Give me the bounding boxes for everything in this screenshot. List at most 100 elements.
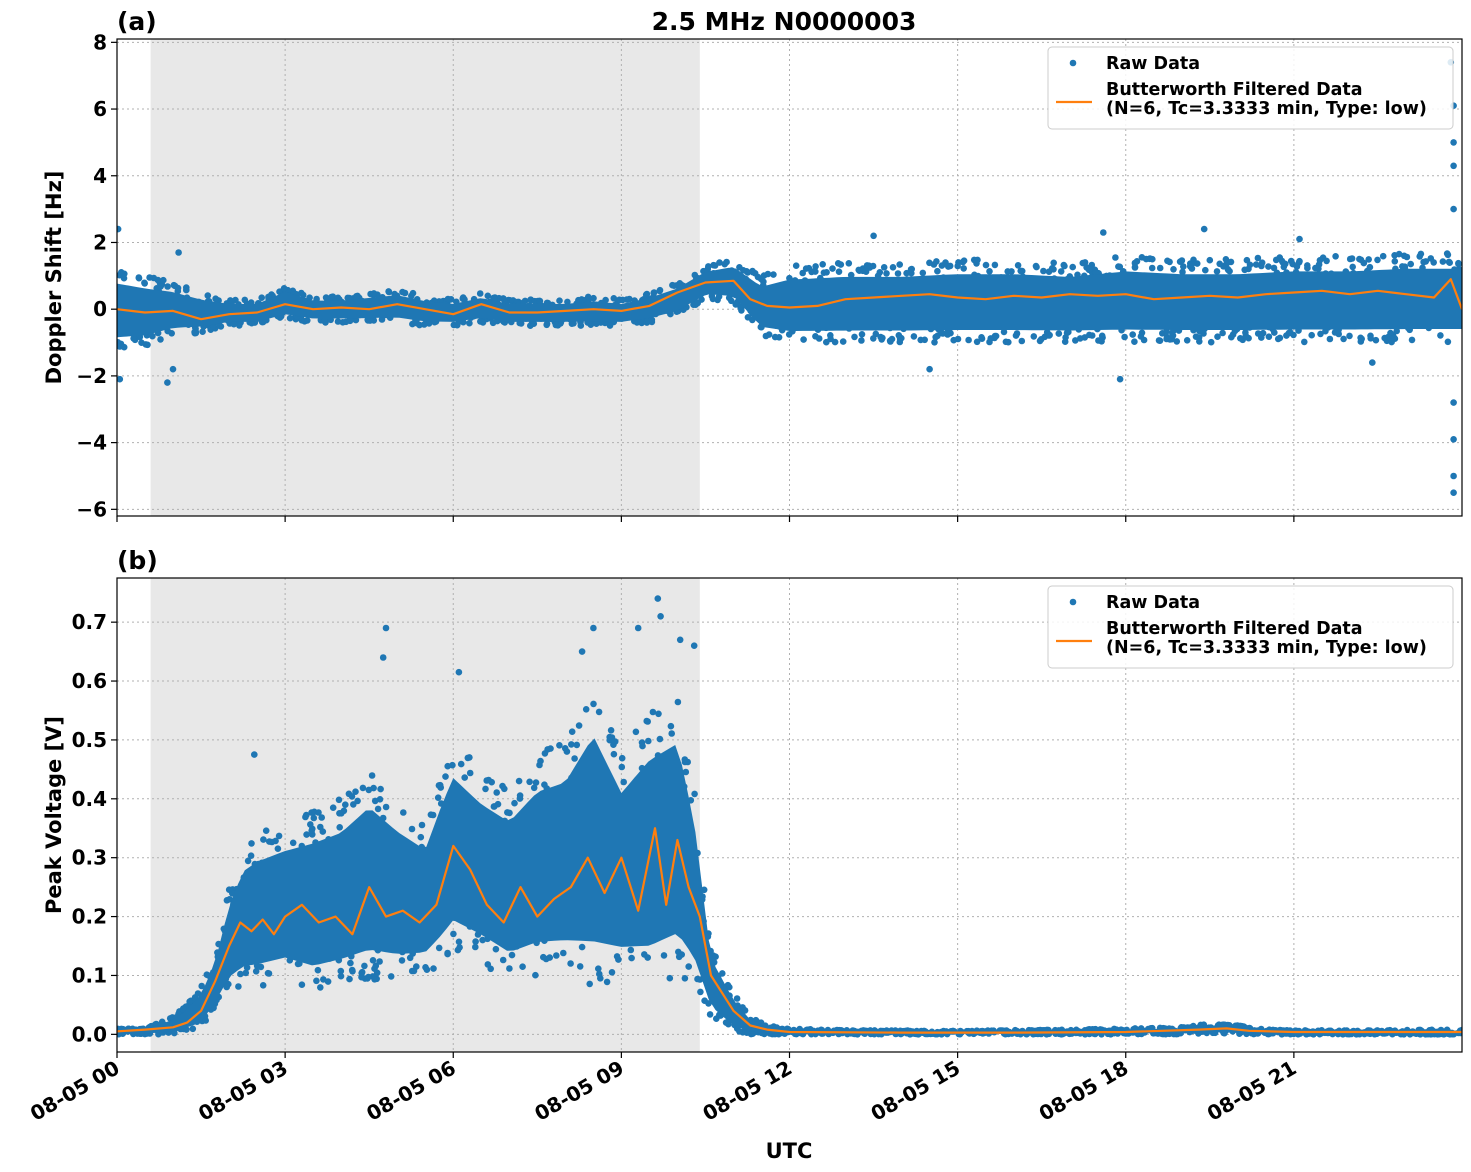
raw-data-point <box>721 260 728 268</box>
raw-data-point <box>595 708 603 716</box>
raw-data-point <box>627 946 635 954</box>
raw-data-point <box>408 292 415 300</box>
raw-data-point <box>611 738 619 745</box>
raw-data-point <box>1216 260 1223 268</box>
raw-data-point <box>1213 268 1221 275</box>
y-tick-label: 0.3 <box>72 846 107 870</box>
raw-data-point <box>275 832 283 840</box>
raw-data-point <box>889 264 897 271</box>
raw-data-point <box>286 314 294 322</box>
raw-data-point <box>442 773 449 780</box>
raw-data-point <box>1246 261 1254 269</box>
raw-data-outlier <box>169 365 177 373</box>
legend-filtered-params: (N=6, Tc=3.3333 min, Type: low) <box>1106 99 1427 119</box>
raw-data-point <box>561 745 569 752</box>
raw-data-point <box>1279 259 1286 266</box>
raw-data-point <box>171 1029 178 1037</box>
panel-b: 08-05 00 08-05 03 08-05 06 08-05 09 08-05 12… <box>26 546 1463 1126</box>
raw-data-point <box>675 948 682 956</box>
raw-data-point <box>910 333 918 340</box>
raw-data-point <box>667 722 675 730</box>
raw-data-point <box>352 316 360 324</box>
raw-data-point <box>934 267 941 275</box>
raw-data-point <box>186 998 193 1005</box>
raw-data-point <box>146 274 153 281</box>
raw-data-point <box>354 797 361 805</box>
raw-data-point <box>757 275 765 283</box>
raw-data-point <box>1148 264 1156 272</box>
raw-data-point <box>851 333 858 341</box>
raw-data-point <box>685 963 692 970</box>
raw-data-point <box>582 706 590 713</box>
raw-data-point <box>1131 338 1138 346</box>
raw-data-point <box>487 965 495 973</box>
raw-data-point <box>713 1015 720 1022</box>
raw-data-point <box>1286 329 1294 336</box>
raw-data-point <box>508 951 516 959</box>
raw-data-point <box>933 258 940 265</box>
raw-data-point <box>385 288 392 295</box>
raw-data-point <box>1381 334 1388 342</box>
raw-data-point <box>543 321 550 329</box>
raw-data-point <box>422 964 429 971</box>
raw-data-point <box>199 328 206 336</box>
raw-data-point <box>1265 263 1272 270</box>
raw-data-point <box>571 755 578 762</box>
raw-data-point <box>954 262 961 270</box>
raw-data-point <box>365 973 372 981</box>
raw-data-point <box>986 268 993 275</box>
raw-data-point <box>792 262 800 270</box>
raw-data-point <box>771 333 779 341</box>
raw-data-point <box>896 338 904 346</box>
raw-data-outlier <box>175 249 182 256</box>
raw-data-point <box>608 969 616 976</box>
raw-data-point <box>303 831 310 838</box>
raw-data-point <box>429 811 437 819</box>
x-tick-label: 08-05 03 <box>194 1056 292 1126</box>
raw-data-point <box>289 839 297 847</box>
raw-data-point <box>765 331 773 338</box>
raw-data-point <box>1304 264 1311 272</box>
raw-data-point <box>908 265 915 273</box>
raw-data-point <box>815 335 823 342</box>
raw-data-point <box>369 957 377 964</box>
raw-data-point <box>492 945 500 953</box>
raw-data-point <box>1046 331 1053 339</box>
raw-data-outlier <box>654 595 662 602</box>
raw-data-point <box>1258 334 1265 341</box>
raw-data-point <box>349 968 356 975</box>
raw-data-point <box>819 261 826 268</box>
raw-data-point <box>235 983 242 990</box>
raw-data-point <box>506 965 513 972</box>
raw-data-point <box>506 809 513 817</box>
raw-data-point <box>244 857 252 865</box>
y-tick-label: 0.0 <box>72 1022 107 1046</box>
raw-data-point <box>896 261 903 268</box>
raw-data-point <box>845 260 853 267</box>
raw-data-point <box>466 769 474 777</box>
raw-data-point <box>1437 332 1444 339</box>
raw-data-point <box>547 745 554 752</box>
raw-data-point <box>919 269 927 277</box>
raw-data-point <box>607 727 615 734</box>
raw-data-point <box>576 963 584 970</box>
raw-data-point <box>615 956 622 963</box>
raw-data-point <box>1000 328 1008 336</box>
raw-data-point <box>802 265 810 272</box>
raw-data-point <box>595 965 602 972</box>
raw-data-point <box>1163 335 1170 343</box>
raw-data-point <box>1326 335 1334 343</box>
raw-data-point <box>472 938 479 945</box>
raw-data-point <box>670 282 678 290</box>
raw-data-point <box>347 959 354 967</box>
raw-data-point <box>479 319 487 326</box>
raw-data-point <box>204 292 212 299</box>
raw-data-point <box>706 1011 714 1018</box>
raw-data-point <box>317 984 324 991</box>
raw-data-point <box>610 750 618 758</box>
raw-data-point <box>373 969 381 977</box>
raw-data-point <box>454 946 462 954</box>
raw-data-point <box>1393 327 1400 335</box>
raw-data-point <box>1323 257 1330 265</box>
raw-data-point <box>1050 259 1057 267</box>
